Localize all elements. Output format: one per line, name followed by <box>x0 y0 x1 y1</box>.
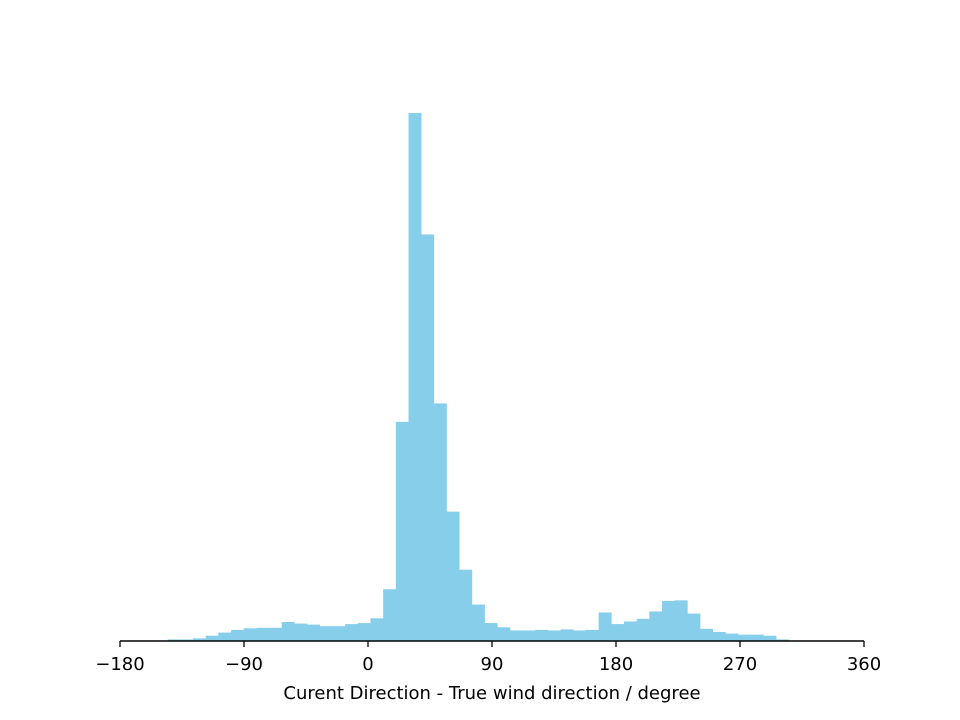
histogram-bar <box>522 630 536 641</box>
x-tick-label: 360 <box>847 654 881 675</box>
x-tick-label: 90 <box>481 654 504 675</box>
histogram-bar <box>180 639 194 641</box>
histogram-bar <box>471 604 485 641</box>
histogram-bar <box>256 627 270 641</box>
histogram-bar <box>269 627 283 641</box>
histogram-bar <box>763 635 777 641</box>
histogram-bar <box>307 624 321 641</box>
histogram-bar <box>497 627 511 641</box>
histogram-bar <box>636 618 650 641</box>
x-axis-ticks: −180 −90 0 90 180 270 360 <box>95 641 881 675</box>
histogram-bar <box>383 589 397 641</box>
histogram-bar <box>294 623 308 641</box>
histogram-bar <box>193 638 206 641</box>
histogram-bar <box>446 511 460 641</box>
histogram-bar <box>623 621 637 641</box>
histogram-bar <box>776 639 790 641</box>
histogram-bar <box>421 234 435 641</box>
histogram-bar <box>395 421 409 641</box>
histogram-bar <box>231 629 245 641</box>
x-axis-label: Curent Direction - True wind direction /… <box>283 683 700 704</box>
histogram-bar <box>662 600 675 641</box>
histogram-bar <box>725 633 739 641</box>
histogram-bar <box>649 611 663 641</box>
histogram-bar <box>738 634 752 641</box>
histogram-bar <box>687 613 701 641</box>
x-tick-label: 0 <box>362 654 373 675</box>
histogram-bar <box>712 632 726 641</box>
histogram-bar <box>611 624 625 641</box>
histogram-bar <box>243 628 257 641</box>
x-tick-label: −180 <box>95 654 144 675</box>
histogram-bar <box>345 624 359 641</box>
x-tick-label: −90 <box>225 654 263 675</box>
histogram-bar <box>433 403 447 641</box>
histogram-bar <box>218 632 232 641</box>
histogram-bar <box>408 113 422 641</box>
x-tick-label: 180 <box>599 654 633 675</box>
histogram-bar <box>674 600 688 641</box>
histogram-bar <box>509 630 523 641</box>
x-tick-label: 270 <box>723 654 757 675</box>
histogram-bar <box>332 626 346 641</box>
histogram-bar <box>598 612 612 641</box>
histogram-bar <box>547 630 561 641</box>
histogram-bar <box>535 629 549 641</box>
histogram-bar <box>459 569 473 641</box>
histogram-bar <box>370 618 384 641</box>
histogram-bar <box>560 629 574 641</box>
histogram-bar <box>573 630 587 641</box>
histogram-bar <box>167 639 181 641</box>
histogram-bar <box>357 623 371 641</box>
histogram-bar <box>750 634 764 641</box>
histogram-bar <box>700 628 714 641</box>
histogram-bar <box>319 626 333 641</box>
histogram-bar <box>205 635 219 641</box>
histogram-bar <box>585 629 599 641</box>
histogram-bars <box>167 113 790 641</box>
histogram-bar <box>281 621 295 641</box>
histogram-bar <box>484 623 498 641</box>
